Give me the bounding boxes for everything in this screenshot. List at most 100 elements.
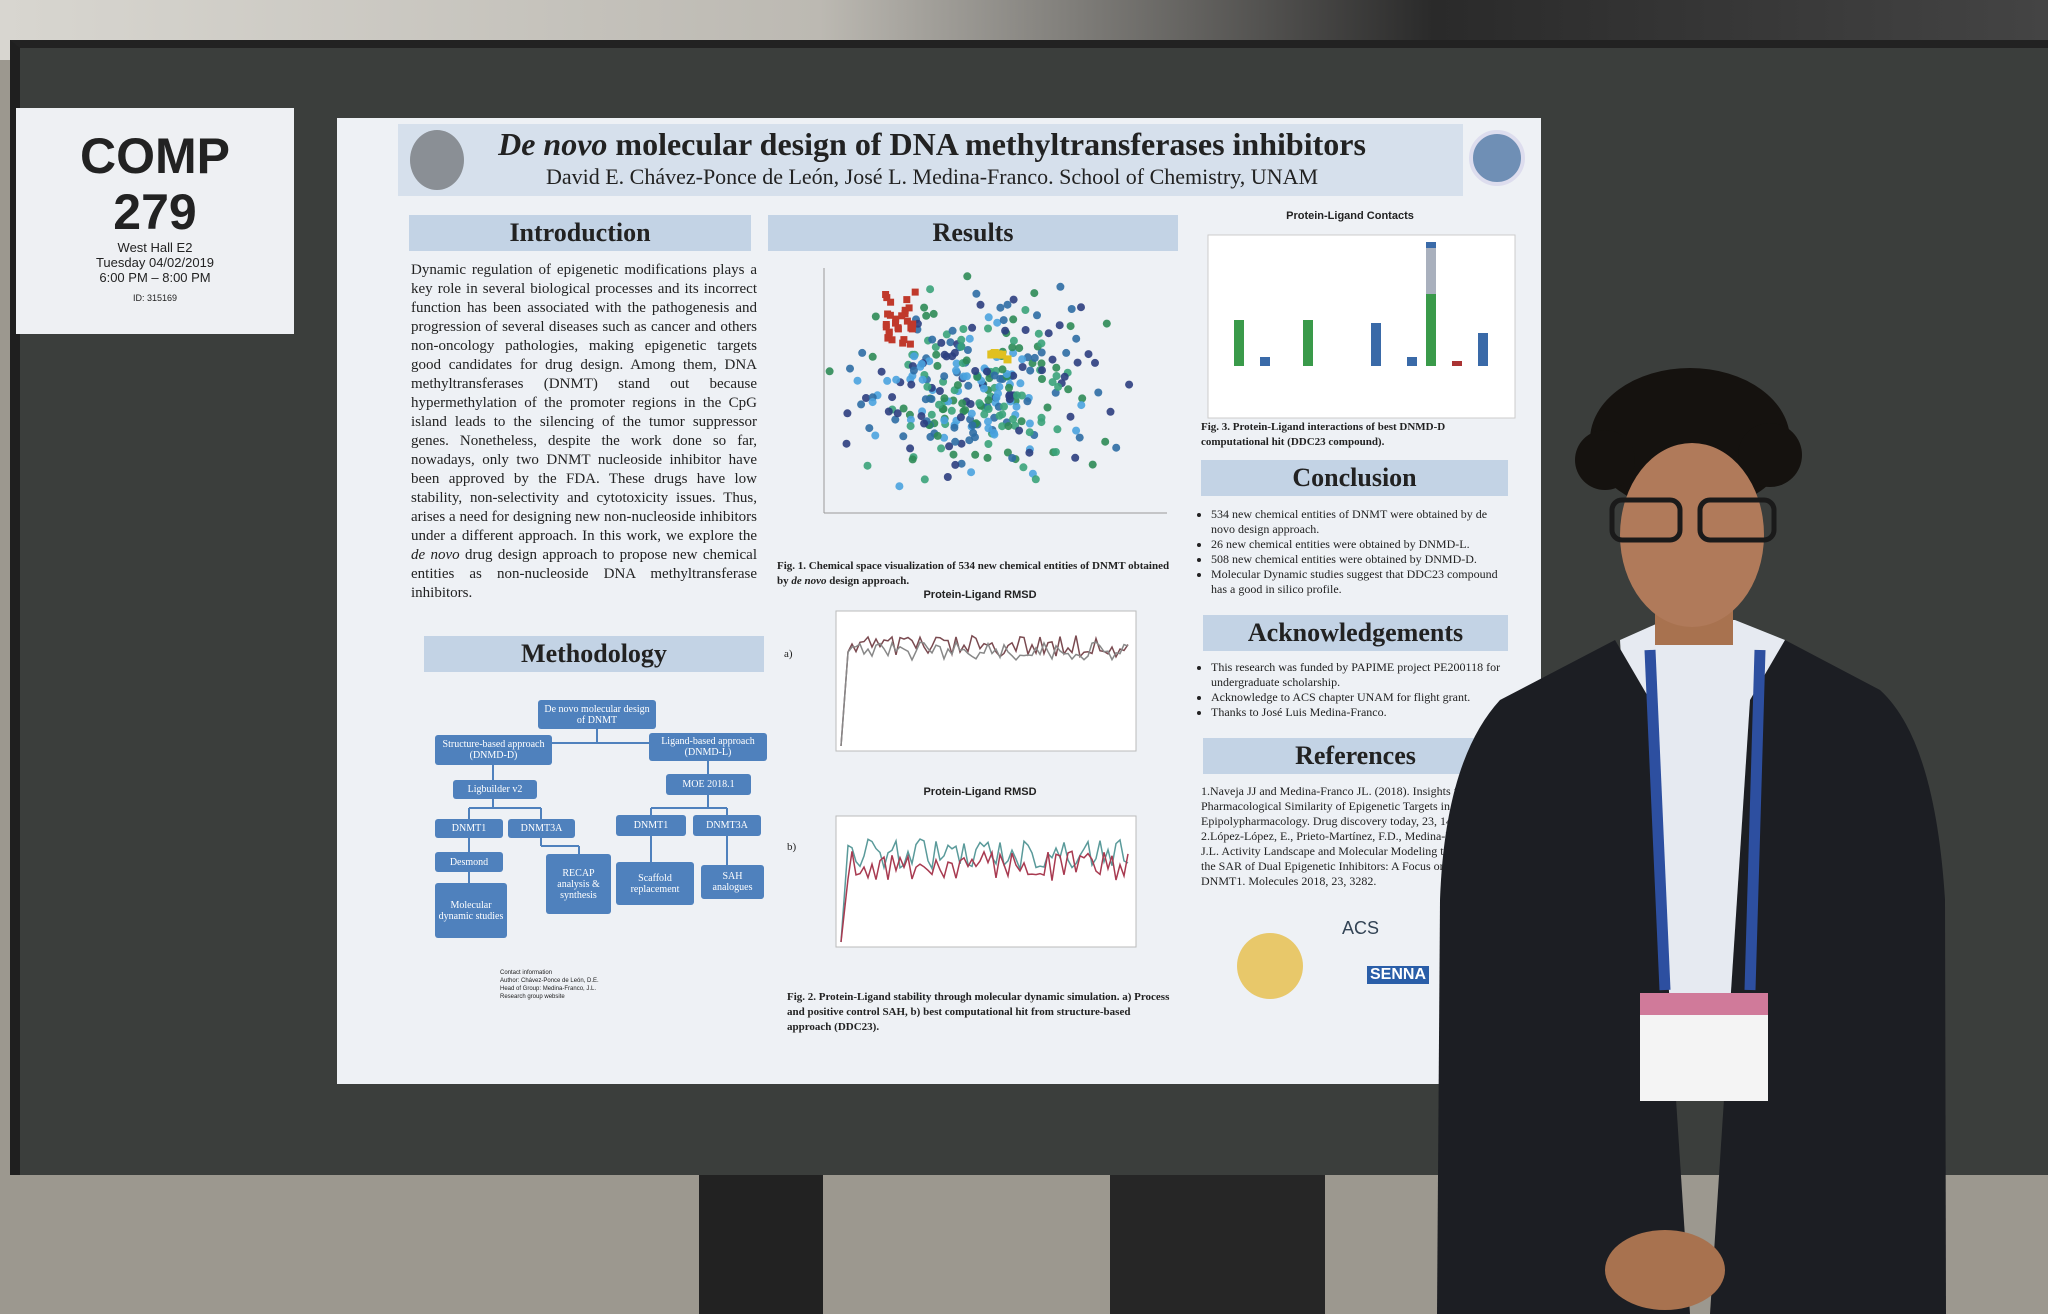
fig2-caption: Fig. 2. Protein-Ligand stability through…	[787, 991, 1170, 1033]
sign-number: 279	[113, 184, 197, 240]
scatter-dot	[945, 442, 954, 451]
chart-frame	[1207, 234, 1516, 419]
scatter-dot	[1018, 363, 1027, 371]
authors: David E. Chávez-Ponce de León, José L. M…	[545, 164, 1319, 189]
intro-text-part: drug design approach to propose new chem…	[411, 547, 757, 601]
references: 1.Naveja JJ and Medina-Franco JL. (2018)…	[1201, 784, 1501, 889]
scatter-dot	[906, 340, 914, 348]
scatter-dot	[1009, 315, 1018, 324]
scatter-dot	[998, 365, 1007, 374]
scatter-dot	[1060, 372, 1069, 381]
scatter-dot	[961, 406, 970, 415]
scatter-dot	[884, 407, 893, 416]
scatter-dot	[940, 433, 949, 442]
scatter-dot	[989, 429, 998, 437]
jacket	[1710, 640, 1946, 1314]
conclusion-list: 534 new chemical entities of DNMT were o…	[1199, 507, 1501, 597]
scatter-dot	[862, 394, 870, 402]
chart-frame	[835, 610, 1137, 752]
scatter-dot	[940, 394, 949, 403]
sign-location: West Hall E2	[117, 240, 193, 255]
scatter-dot	[1001, 326, 1010, 335]
bullet: Acknowledge to ACS chapter UNAM for flig…	[1211, 690, 1511, 705]
scatter-dot	[894, 324, 902, 332]
scatter-dot	[967, 468, 976, 477]
scatter-dot	[968, 323, 977, 332]
scatter-dot	[1031, 475, 1040, 484]
scatter-dot	[868, 352, 877, 361]
bullet: 534 new chemical entities of DNMT were o…	[1211, 507, 1501, 537]
caption-part: Fig. 1. Chemical space visualization of …	[777, 560, 1170, 587]
scatter-dot	[1072, 334, 1081, 343]
senna-logo: SENNA	[1367, 966, 1430, 984]
scatter-dot	[1044, 329, 1053, 338]
caption-part: design approach.	[829, 575, 910, 587]
scatter-dot	[948, 352, 957, 361]
contact-line: Contact information	[500, 970, 553, 976]
scatter-dot	[962, 356, 971, 365]
scatter-dot	[906, 415, 915, 424]
scatter-dot	[918, 375, 927, 384]
scatter-dot	[975, 399, 984, 408]
flow-box: Scaffold replacement	[616, 862, 694, 905]
scatter-dot	[1048, 378, 1057, 387]
scatter-dot	[957, 459, 966, 468]
scatter-dot	[963, 346, 972, 354]
scatter-dot	[1077, 303, 1085, 312]
scatter-dot	[1075, 433, 1084, 442]
flow-box: DNMT1	[616, 815, 686, 836]
scatter-dot	[911, 288, 919, 296]
scatter-dot	[995, 411, 1004, 420]
scatter-dot	[927, 395, 936, 403]
chart-line	[840, 849, 1129, 943]
bar	[1426, 248, 1436, 294]
scatter-dot	[887, 298, 895, 306]
flow-box: Molecular dynamic studies	[435, 883, 507, 938]
scatter-dot	[908, 322, 916, 330]
scatter-dot	[871, 312, 880, 321]
section-heading: Introduction	[409, 215, 751, 251]
scatter-dot	[858, 348, 867, 357]
scatter-dot	[942, 330, 951, 339]
scatter-dot	[1073, 358, 1082, 367]
sign-code: COMP	[80, 128, 230, 184]
poster: De novo molecular design of DNA methyltr…	[337, 118, 1541, 1084]
scatter-dot	[984, 440, 993, 448]
scatter-dot	[962, 372, 971, 381]
scatter-dot	[1033, 311, 1041, 320]
scatter-dot	[984, 324, 992, 333]
scatter-dot	[1021, 306, 1030, 314]
bar	[1426, 242, 1436, 248]
section-heading: Results	[768, 215, 1178, 251]
sign-time: 6:00 PM – 8:00 PM	[99, 270, 211, 285]
scatter-dot	[1012, 402, 1021, 411]
scatter-dot	[1062, 348, 1071, 357]
lanyard	[1644, 649, 1671, 991]
scatter-dot	[1037, 359, 1046, 368]
scatter-dot	[953, 381, 962, 390]
scatter-dot	[842, 439, 851, 448]
scatter-dot	[899, 432, 908, 441]
chart-title: Protein-Ligand RMSD	[923, 589, 1037, 601]
scatter-dot	[967, 409, 976, 418]
scatter-dot	[1051, 448, 1060, 456]
scatter-dot	[892, 319, 899, 327]
lanyard	[1744, 649, 1766, 991]
scatter-dot	[1005, 395, 1014, 404]
scatter-dot	[907, 380, 916, 389]
flow-box: Structure-based approach (DNMD-D)	[435, 735, 552, 765]
scatter-dot	[996, 303, 1005, 312]
session-sign: COMP 279 West Hall E2 Tuesday 04/02/2019…	[16, 108, 294, 334]
scatter-dot	[1004, 422, 1013, 431]
badge-header	[1640, 993, 1768, 1015]
sign-id: ID: 315169	[132, 293, 178, 303]
scatter-dot	[1016, 379, 1025, 388]
scatter-dot	[935, 400, 943, 409]
scatter-dot	[1034, 329, 1043, 338]
scatter-dot	[1084, 350, 1093, 359]
scatter-dot	[905, 304, 913, 312]
scatter-dot	[1019, 463, 1028, 472]
scatter-dot	[958, 399, 967, 408]
